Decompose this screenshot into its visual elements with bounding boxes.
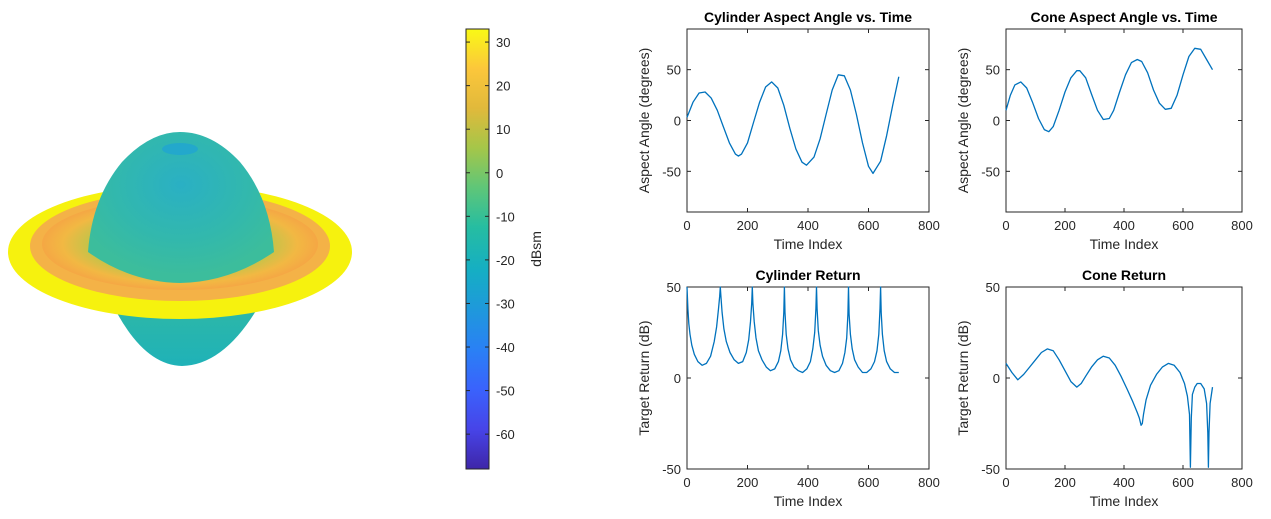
x-tick-label: 800 xyxy=(918,218,940,233)
x-tick-label: 200 xyxy=(737,475,759,490)
series-line xyxy=(1005,348,1214,468)
y-axis-label: Target Return (dB) xyxy=(955,320,971,435)
colorbar-tick-label: 20 xyxy=(496,79,510,94)
colorbar-tick-label: 0 xyxy=(496,166,503,181)
colorbar-tick-label: -30 xyxy=(496,296,515,311)
rcs-surface-plot xyxy=(8,132,352,366)
y-axis-label: Target Return (dB) xyxy=(636,320,652,435)
axes-box xyxy=(1005,286,1243,470)
x-tick-label: 800 xyxy=(1231,475,1253,490)
colorbar-ticks: 30 20 10 0 -10 -20 -30 -40 -50 -60 xyxy=(466,35,515,442)
x-axis-label: Time Index xyxy=(774,236,843,252)
axes-box xyxy=(686,28,930,213)
plot-title: Cone Aspect Angle vs. Time xyxy=(1031,9,1218,25)
x-tick-label: 400 xyxy=(797,475,819,490)
y-tick-label: 0 xyxy=(674,371,681,386)
x-tick-label: 0 xyxy=(683,475,690,490)
y-tick-label: -50 xyxy=(981,462,1000,477)
x-axis-label: Time Index xyxy=(1090,493,1159,509)
colorbar: 30 20 10 0 -10 -20 -30 -40 -50 -60 dBsm xyxy=(465,28,544,470)
y-tick-label: 50 xyxy=(986,63,1000,78)
y-tick-label: 50 xyxy=(667,280,681,295)
colorbar-label: dBsm xyxy=(528,231,544,267)
x-axis-label: Time Index xyxy=(1090,236,1159,252)
plot-title: Cylinder Aspect Angle vs. Time xyxy=(704,9,912,25)
plot-title: Cylinder Return xyxy=(755,267,860,283)
x-tick-label: 0 xyxy=(1002,218,1009,233)
subplot-1: 0 200 400 600 800 -50 0 50 Cylinder Aspect Angle… xyxy=(636,9,940,252)
x-tick-label: 800 xyxy=(1231,218,1253,233)
x-tick-label: 600 xyxy=(1172,218,1194,233)
colorbar-tick-label: 10 xyxy=(496,122,510,137)
y-tick-label: 0 xyxy=(993,371,1000,386)
surface-top-highlight xyxy=(162,143,198,155)
subplot-2: 0 200 400 600 800 -50 0 50 Cone Aspect Angle vs.… xyxy=(955,9,1253,252)
x-axis-label: Time Index xyxy=(774,493,843,509)
y-tick-label: 0 xyxy=(674,114,681,129)
axes-box xyxy=(686,286,930,470)
colorbar-tick-label: -40 xyxy=(496,340,515,355)
colorbar-tick-label: 30 xyxy=(496,35,510,50)
x-tick-label: 400 xyxy=(1113,218,1135,233)
x-tick-label: 200 xyxy=(1054,218,1076,233)
series-line xyxy=(1005,47,1214,133)
colorbar-tick-label: -20 xyxy=(496,253,515,268)
colorbar-tick-label: -50 xyxy=(496,384,515,399)
x-tick-label: 600 xyxy=(1172,475,1194,490)
x-tick-label: 0 xyxy=(683,218,690,233)
x-tick-label: 400 xyxy=(797,218,819,233)
x-tick-label: 600 xyxy=(858,218,880,233)
surface-upper-lobe xyxy=(88,132,274,283)
colorbar-gradient xyxy=(465,28,490,470)
x-tick-label: 400 xyxy=(1113,475,1135,490)
x-tick-label: 200 xyxy=(1054,475,1076,490)
y-tick-label: 50 xyxy=(667,63,681,78)
y-tick-label: 0 xyxy=(993,114,1000,129)
y-tick-label: -50 xyxy=(981,164,1000,179)
x-tick-label: 600 xyxy=(858,475,880,490)
x-tick-label: 200 xyxy=(737,218,759,233)
y-tick-label: -50 xyxy=(662,164,681,179)
colorbar-tick-label: -10 xyxy=(496,209,515,224)
y-axis-label: Aspect Angle (degrees) xyxy=(636,48,652,194)
x-tick-label: 800 xyxy=(918,475,940,490)
series-line xyxy=(686,286,899,374)
series-line xyxy=(686,74,900,175)
x-tick-label: 0 xyxy=(1002,475,1009,490)
y-axis-label: Aspect Angle (degrees) xyxy=(955,48,971,194)
colorbar-tick-label: -60 xyxy=(496,427,515,442)
axes-box xyxy=(1005,28,1243,213)
y-tick-label: 50 xyxy=(986,280,1000,295)
plot-title: Cone Return xyxy=(1082,267,1166,283)
y-tick-label: -50 xyxy=(662,462,681,477)
